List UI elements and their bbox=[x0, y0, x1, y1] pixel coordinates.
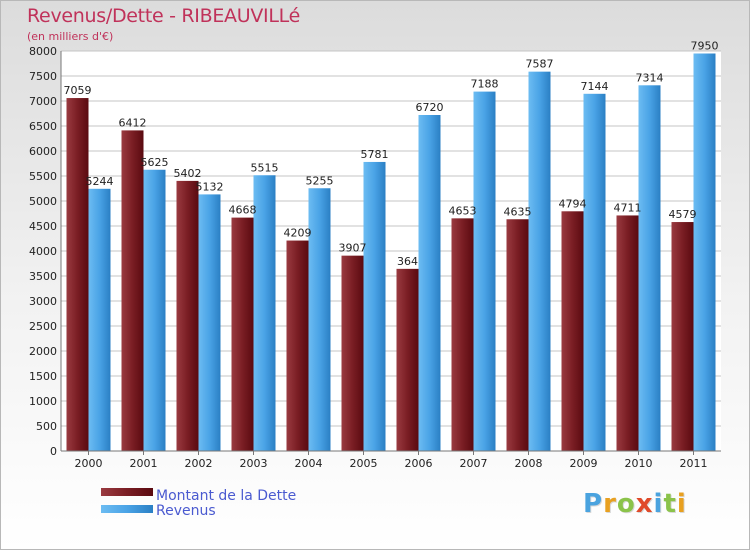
y-tick-label: 2500 bbox=[29, 320, 57, 333]
legend-label-dette: Montant de la Dette bbox=[156, 488, 296, 504]
data-label-dette: 364 bbox=[397, 255, 418, 268]
chart-title: Revenus/Dette - RIBEAUVILLé bbox=[27, 5, 300, 27]
bar-revenus bbox=[363, 161, 386, 451]
bar-dette bbox=[671, 222, 694, 451]
bar-revenus bbox=[693, 53, 716, 451]
x-tick-label: 2004 bbox=[295, 457, 323, 470]
data-label-revenus: 7144 bbox=[581, 80, 609, 93]
bar-dette bbox=[561, 211, 584, 451]
data-label-dette: 4579 bbox=[669, 208, 697, 221]
data-label-dette: 5402 bbox=[174, 167, 202, 180]
bar-revenus bbox=[88, 188, 111, 452]
data-label-dette: 4668 bbox=[229, 204, 257, 217]
bar-revenus bbox=[198, 194, 221, 451]
y-tick-label: 500 bbox=[36, 420, 57, 433]
y-tick-label: 5000 bbox=[29, 195, 57, 208]
y-tick-label: 4500 bbox=[29, 220, 57, 233]
bar-revenus bbox=[638, 85, 661, 452]
y-tick-label: 3500 bbox=[29, 270, 57, 283]
y-tick-label: 3000 bbox=[29, 295, 57, 308]
x-tick-label: 2011 bbox=[680, 457, 708, 470]
x-tick-label: 2009 bbox=[570, 457, 598, 470]
bar-revenus bbox=[418, 115, 441, 451]
data-label-dette: 4209 bbox=[284, 227, 312, 240]
data-label-dette: 4653 bbox=[449, 204, 477, 217]
axis-layer: 0 500 1000 1500 2000 2500 3000 3500 4000 4500 5000… bbox=[29, 45, 721, 470]
data-label-revenus: 7314 bbox=[636, 71, 664, 84]
y-tick-label: 0 bbox=[50, 445, 57, 458]
y-tick-label: 1000 bbox=[29, 395, 57, 408]
logo-letter: o bbox=[616, 489, 636, 519]
logo-letter: P bbox=[583, 489, 604, 519]
logo-letter: x bbox=[635, 489, 654, 519]
y-tick-label: 2000 bbox=[29, 345, 57, 358]
y-tick-label: 4000 bbox=[29, 245, 57, 258]
data-label-dette: 4711 bbox=[614, 201, 642, 214]
logo-letter: r bbox=[603, 489, 617, 519]
data-label-dette: 3907 bbox=[339, 242, 367, 255]
proxiti-logo: Proxiti bbox=[583, 489, 687, 519]
data-label-revenus: 5781 bbox=[361, 148, 389, 161]
bar-revenus bbox=[583, 93, 606, 452]
y-tick-label: 1500 bbox=[29, 370, 57, 383]
bar-dette bbox=[341, 255, 364, 451]
bar-dette bbox=[66, 98, 89, 452]
logo-letter: i bbox=[653, 489, 664, 519]
bar-dette bbox=[616, 215, 639, 451]
data-label-dette: 4794 bbox=[559, 197, 587, 210]
data-label-revenus: 5244 bbox=[86, 175, 114, 188]
data-label-dette: 6412 bbox=[119, 116, 147, 129]
data-label-revenus: 7587 bbox=[526, 58, 554, 71]
x-tick-label: 2003 bbox=[240, 457, 268, 470]
y-tick-label: 8000 bbox=[29, 45, 57, 58]
legend-swatch-revenus bbox=[101, 505, 153, 513]
legend-swatch-dette bbox=[101, 488, 153, 496]
bar-revenus bbox=[528, 71, 551, 452]
y-tick-label: 6500 bbox=[29, 120, 57, 133]
legend: Montant de la Dette Revenus bbox=[101, 488, 296, 519]
x-tick-label: 2007 bbox=[460, 457, 488, 470]
data-label-revenus: 5515 bbox=[251, 161, 279, 174]
legend-label-revenus: Revenus bbox=[156, 503, 216, 519]
bar-revenus bbox=[473, 91, 496, 451]
y-tick-label: 7500 bbox=[29, 70, 57, 83]
data-label-revenus: 6720 bbox=[416, 101, 444, 114]
data-label-revenus: 5132 bbox=[196, 180, 224, 193]
bar-dette bbox=[176, 180, 199, 451]
bar-dette bbox=[506, 219, 529, 451]
bar-dette bbox=[121, 130, 144, 451]
y-tick-label: 6000 bbox=[29, 145, 57, 158]
bar-dette bbox=[286, 240, 309, 451]
x-tick-label: 2001 bbox=[130, 457, 158, 470]
bar-revenus bbox=[143, 169, 166, 451]
x-tick-label: 2010 bbox=[625, 457, 653, 470]
data-label-revenus: 7188 bbox=[471, 78, 499, 91]
logo-letter: t bbox=[663, 489, 677, 519]
bar-revenus bbox=[308, 188, 331, 451]
bars-layer bbox=[66, 53, 716, 452]
bar-dette bbox=[396, 268, 419, 451]
grid-layer bbox=[61, 50, 721, 452]
chart-subtitle: (en milliers d'€) bbox=[27, 30, 114, 43]
x-tick-label: 2006 bbox=[405, 457, 433, 470]
x-tick-label: 2005 bbox=[350, 457, 378, 470]
data-label-dette: 4635 bbox=[504, 205, 532, 218]
logo-letter: i bbox=[676, 489, 687, 519]
bar-dette bbox=[231, 217, 254, 451]
data-label-revenus: 7950 bbox=[691, 40, 719, 53]
data-label-revenus: 5255 bbox=[306, 174, 334, 187]
y-tick-label: 7000 bbox=[29, 95, 57, 108]
y-tick-label: 5500 bbox=[29, 170, 57, 183]
bar-dette bbox=[451, 218, 474, 451]
bar-revenus bbox=[253, 175, 276, 451]
data-label-revenus: 5625 bbox=[141, 156, 169, 169]
x-tick-label: 2008 bbox=[515, 457, 543, 470]
data-label-dette: 7059 bbox=[64, 84, 92, 97]
x-tick-label: 2002 bbox=[185, 457, 213, 470]
x-tick-label: 2000 bbox=[75, 457, 103, 470]
